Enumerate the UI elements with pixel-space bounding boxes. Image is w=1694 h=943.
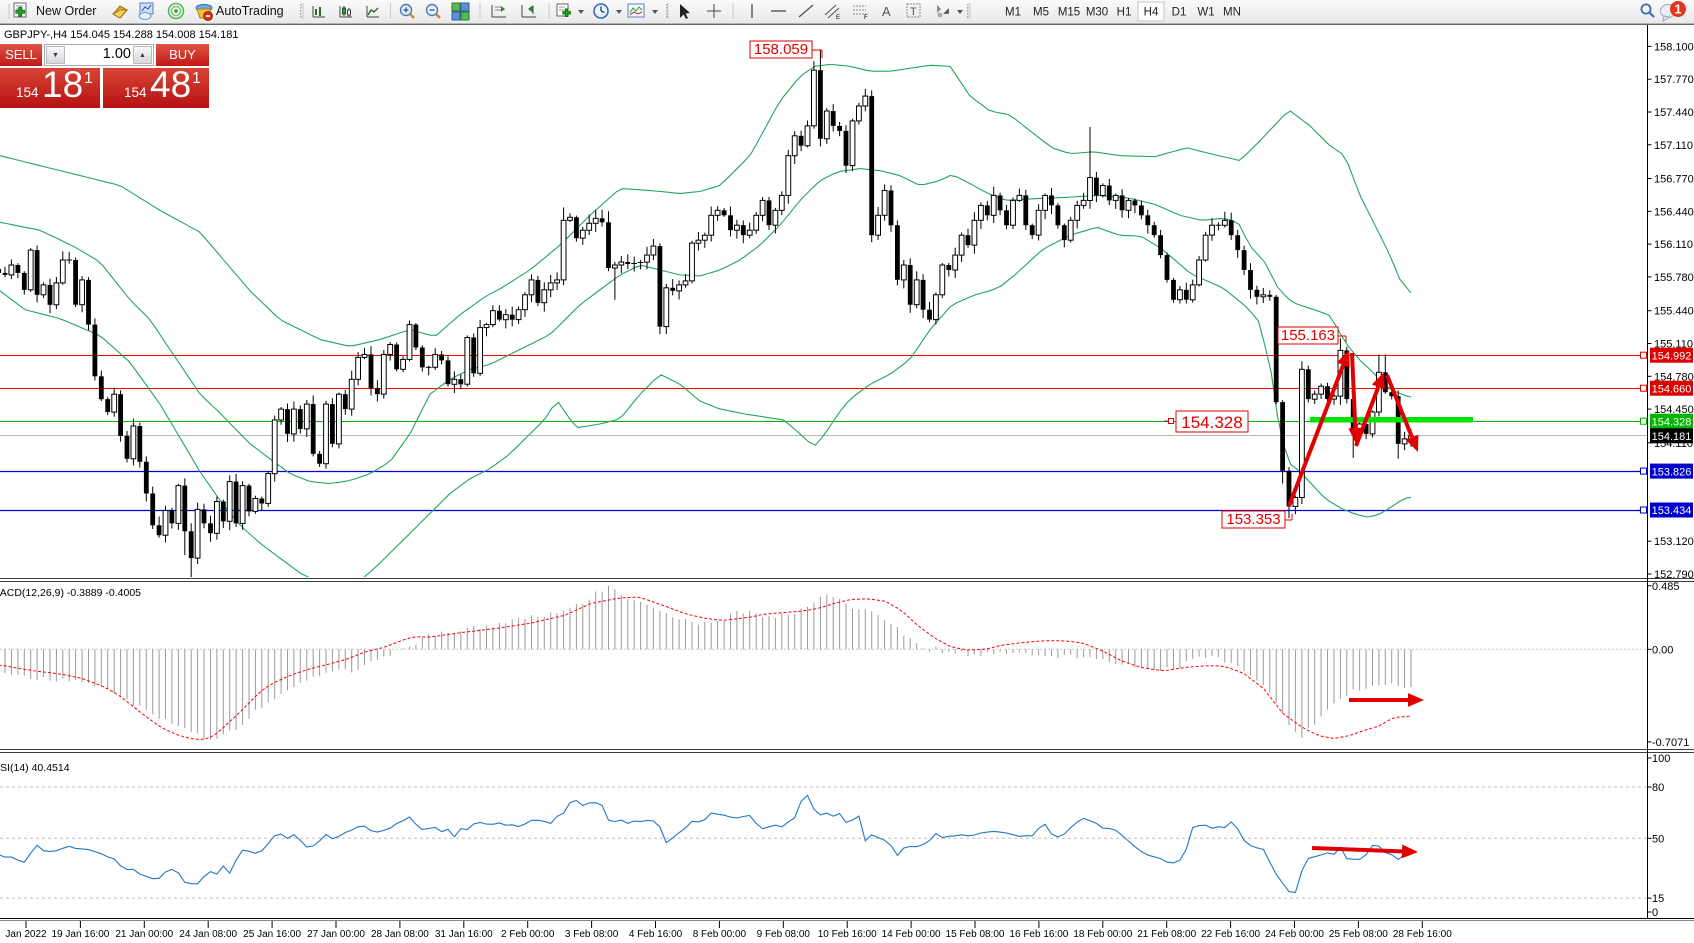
svg-text:80: 80 bbox=[1652, 782, 1664, 794]
svg-text:154.660: 154.660 bbox=[1652, 383, 1692, 395]
svg-text:50: 50 bbox=[1652, 833, 1664, 845]
svg-text:158.059: 158.059 bbox=[754, 41, 808, 58]
svg-text:10 Feb 16:00: 10 Feb 16:00 bbox=[818, 929, 877, 940]
svg-text:156.110: 156.110 bbox=[1654, 239, 1693, 251]
svg-text:153.826: 153.826 bbox=[1652, 466, 1692, 478]
svg-text:MN: MN bbox=[1223, 7, 1241, 19]
svg-text:F: F bbox=[864, 15, 868, 21]
svg-text:14 Feb 00:00: 14 Feb 00:00 bbox=[882, 929, 941, 940]
svg-text:M1: M1 bbox=[1005, 7, 1021, 19]
svg-text:D1: D1 bbox=[1172, 7, 1187, 19]
svg-text:153.434: 153.434 bbox=[1652, 505, 1692, 517]
svg-text:154.181: 154.181 bbox=[1652, 431, 1692, 443]
svg-text:156.770: 156.770 bbox=[1654, 174, 1694, 186]
svg-text:155.440: 155.440 bbox=[1654, 306, 1694, 318]
svg-text:M5: M5 bbox=[1033, 7, 1049, 19]
svg-text:154.780: 154.780 bbox=[1654, 371, 1694, 383]
svg-text:22 Feb 16:00: 22 Feb 16:00 bbox=[1201, 929, 1260, 940]
svg-text:15 Feb 08:00: 15 Feb 08:00 bbox=[946, 929, 1005, 940]
svg-text:154.450: 154.450 bbox=[1654, 404, 1694, 416]
svg-text:156.440: 156.440 bbox=[1654, 206, 1694, 218]
svg-text:25 Jan 16:00: 25 Jan 16:00 bbox=[243, 929, 301, 940]
svg-text:M15: M15 bbox=[1058, 7, 1080, 19]
svg-text:16 Feb 16:00: 16 Feb 16:00 bbox=[1009, 929, 1068, 940]
svg-text:154.992: 154.992 bbox=[1652, 350, 1692, 362]
svg-text:21 Jan 00:00: 21 Jan 00:00 bbox=[115, 929, 173, 940]
svg-text:1: 1 bbox=[1674, 2, 1681, 17]
svg-text:18 Feb 00:00: 18 Feb 00:00 bbox=[1073, 929, 1132, 940]
svg-text:155.780: 155.780 bbox=[1654, 272, 1694, 284]
svg-text:24 Feb 00:00: 24 Feb 00:00 bbox=[1265, 929, 1324, 940]
svg-text:E: E bbox=[836, 15, 840, 21]
svg-text:W1: W1 bbox=[1197, 7, 1214, 19]
svg-text:8 Feb 00:00: 8 Feb 00:00 bbox=[693, 929, 747, 940]
svg-text:153.353: 153.353 bbox=[1226, 511, 1280, 528]
svg-text:9 Feb 08:00: 9 Feb 08:00 bbox=[757, 929, 811, 940]
svg-text:M30: M30 bbox=[1086, 7, 1108, 19]
svg-text:0: 0 bbox=[1652, 907, 1658, 919]
svg-text:Jan 2022: Jan 2022 bbox=[5, 929, 47, 940]
svg-text:25 Feb 08:00: 25 Feb 08:00 bbox=[1329, 929, 1388, 940]
svg-text:27 Jan 00:00: 27 Jan 00:00 bbox=[307, 929, 365, 940]
svg-text:155.163: 155.163 bbox=[1281, 327, 1335, 344]
svg-text:A: A bbox=[882, 4, 891, 19]
svg-text:MACD(12,26,9) -0.3889 -0.4005: MACD(12,26,9) -0.3889 -0.4005 bbox=[0, 587, 141, 599]
svg-text:155.110: 155.110 bbox=[1654, 339, 1693, 351]
svg-text:158.100: 158.100 bbox=[1654, 41, 1694, 53]
svg-text:-0.7071: -0.7071 bbox=[1652, 737, 1689, 749]
svg-text:0.00: 0.00 bbox=[1652, 644, 1673, 656]
svg-text:24 Jan 08:00: 24 Jan 08:00 bbox=[179, 929, 237, 940]
svg-text:T: T bbox=[910, 6, 917, 18]
svg-text:157.440: 157.440 bbox=[1654, 107, 1694, 119]
svg-text:153.120: 153.120 bbox=[1654, 536, 1694, 548]
svg-text:154.328: 154.328 bbox=[1181, 413, 1242, 432]
svg-text:H4: H4 bbox=[1144, 7, 1159, 19]
svg-text:4 Feb 16:00: 4 Feb 16:00 bbox=[629, 929, 683, 940]
svg-text:RSI(14) 40.4514: RSI(14) 40.4514 bbox=[0, 762, 70, 774]
svg-text:157.770: 157.770 bbox=[1654, 74, 1694, 86]
svg-text:GBPJPY-,H4 154.045 154.288 15: GBPJPY-,H4 154.045 154.288 154.008 154.1… bbox=[4, 29, 238, 41]
svg-text:28 Jan 08:00: 28 Jan 08:00 bbox=[371, 929, 429, 940]
svg-text:2 Feb 00:00: 2 Feb 00:00 bbox=[501, 929, 555, 940]
svg-text:0.485: 0.485 bbox=[1652, 581, 1680, 593]
svg-text:157.110: 157.110 bbox=[1654, 140, 1693, 152]
svg-text:31 Jan 16:00: 31 Jan 16:00 bbox=[435, 929, 493, 940]
svg-text:21 Feb 08:00: 21 Feb 08:00 bbox=[1137, 929, 1196, 940]
svg-text:100: 100 bbox=[1652, 753, 1670, 765]
svg-text:H1: H1 bbox=[1117, 7, 1132, 19]
svg-text:19 Jan 16:00: 19 Jan 16:00 bbox=[51, 929, 109, 940]
svg-text:152.790: 152.790 bbox=[1654, 569, 1694, 581]
svg-text:15: 15 bbox=[1652, 893, 1664, 905]
svg-text:3 Feb 08:00: 3 Feb 08:00 bbox=[565, 929, 619, 940]
svg-text:154.328: 154.328 bbox=[1652, 416, 1692, 428]
svg-text:28 Feb 16:00: 28 Feb 16:00 bbox=[1393, 929, 1452, 940]
